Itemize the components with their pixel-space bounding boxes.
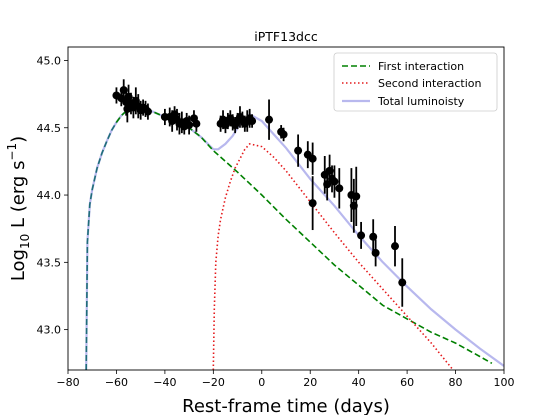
y-axis-label-subscript: 10 — [18, 234, 32, 249]
second-interaction-line — [212, 143, 454, 370]
x-tick-label: 60 — [400, 376, 414, 389]
plot-frame — [67, 46, 505, 371]
data-point — [335, 184, 344, 193]
x-tick-label: −20 — [202, 376, 225, 389]
data-point — [192, 119, 201, 128]
data-point — [185, 121, 194, 130]
data-point — [391, 242, 399, 251]
y-tick-label: 43.5 — [37, 256, 62, 269]
data-point — [308, 199, 317, 208]
data-point — [279, 130, 288, 139]
x-axis: −80 −60 −40 −20 0 20 40 60 80 100 — [56, 370, 515, 389]
total-luminosity-line — [85, 106, 504, 370]
y-axis-label-superscript: −1 — [5, 143, 19, 161]
legend-box — [333, 52, 498, 112]
data-point — [143, 107, 152, 116]
plot-area — [85, 79, 504, 370]
data-point — [308, 154, 317, 163]
data-point — [369, 232, 378, 241]
series-total-luminosity — [85, 106, 504, 370]
x-tick-label: −40 — [153, 376, 176, 389]
series-second-interaction — [212, 143, 454, 370]
data-point — [357, 231, 366, 240]
y-axis-label-middle: L (erg s — [8, 161, 29, 234]
first-interaction-rise-line — [85, 121, 118, 370]
x-tick-label: −60 — [105, 376, 128, 389]
y-tick-label: 44.0 — [37, 189, 62, 202]
y-axis-label-end: ) — [8, 136, 29, 143]
data-point — [294, 146, 303, 155]
x-tick-label: 80 — [449, 376, 463, 389]
y-axis-label: Log10 L (erg s−1) — [5, 136, 32, 281]
x-tick-label: 0 — [258, 376, 265, 389]
data-point — [371, 248, 380, 257]
x-axis-label: Rest-frame time (days) — [182, 396, 390, 415]
data-point — [265, 115, 274, 124]
x-tick-label: 40 — [352, 376, 366, 389]
y-tick-label: 44.5 — [37, 122, 62, 135]
y-axis-label-base: Log — [8, 249, 29, 281]
data-point — [248, 117, 257, 126]
first-interaction-line — [115, 106, 493, 364]
data-point — [352, 192, 361, 201]
series-first-interaction — [85, 106, 493, 370]
legend-label-first: First interaction — [378, 60, 464, 73]
x-tick-label: −80 — [56, 376, 79, 389]
y-axis: 43.0 43.5 44.0 44.5 45.0 — [37, 54, 68, 337]
data-points — [112, 79, 407, 307]
x-tick-label: 20 — [303, 376, 317, 389]
legend: First interaction Second interaction Tot… — [333, 52, 498, 112]
chart-title: iPTF13dcc — [254, 29, 318, 44]
y-tick-label: 43.0 — [37, 324, 62, 337]
y-tick-label: 45.0 — [37, 54, 62, 67]
x-tick-label: 100 — [494, 376, 515, 389]
legend-label-total: Total luminoisty — [377, 95, 465, 108]
legend-label-second: Second interaction — [378, 77, 481, 90]
data-point — [330, 177, 339, 186]
data-point — [398, 278, 407, 287]
